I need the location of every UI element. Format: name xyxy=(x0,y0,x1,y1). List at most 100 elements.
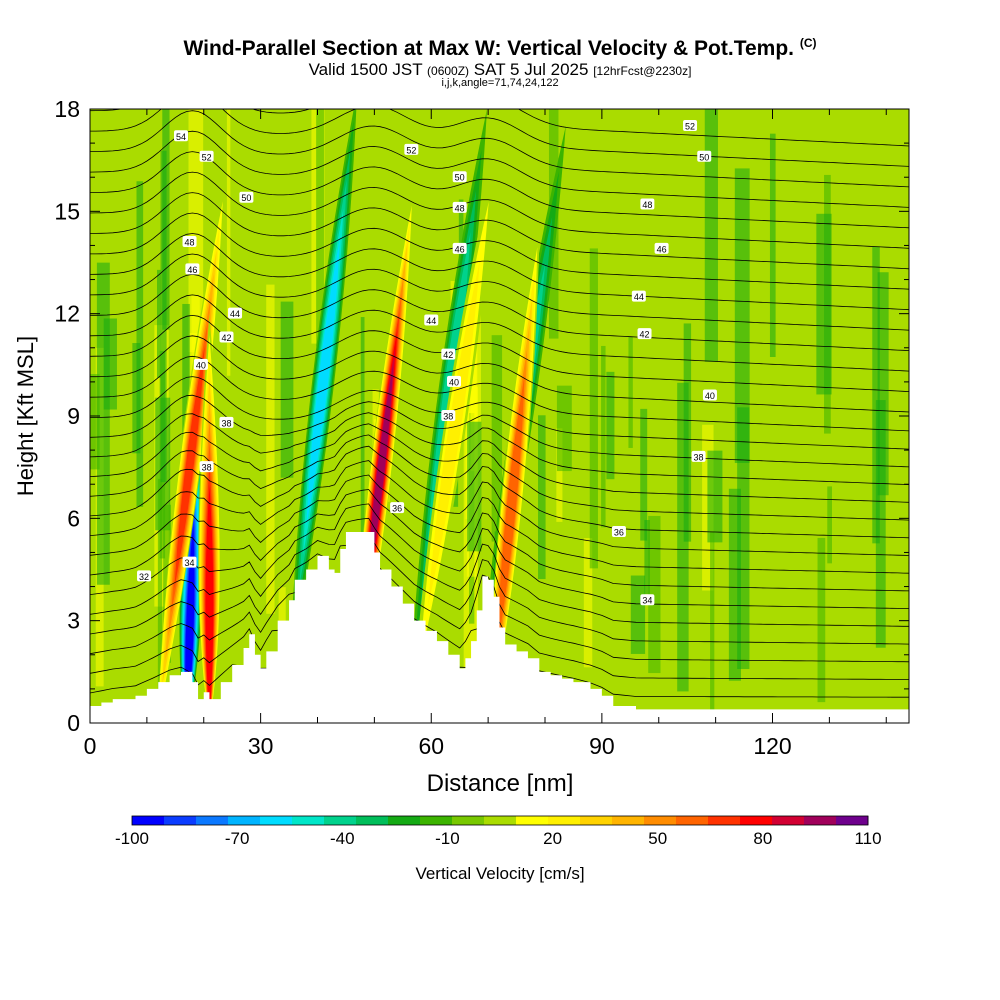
theta-contour-line xyxy=(90,355,909,432)
colorbar-tick-label: -10 xyxy=(435,829,460,848)
velocity-streak xyxy=(556,428,563,522)
x-tick-label: 0 xyxy=(84,733,97,759)
theta-contour-line xyxy=(90,423,909,503)
valid-time-prefix: Valid 1500 JST xyxy=(308,60,423,79)
velocity-streak xyxy=(491,335,503,542)
theta-label: 46 xyxy=(185,263,200,275)
theta-label-text: 52 xyxy=(406,145,416,155)
theta-contour-line xyxy=(90,192,909,270)
y-axis-label: Height [Kft MSL] xyxy=(13,336,38,496)
colorbar-swatch xyxy=(324,816,357,825)
theta-label-text: 38 xyxy=(202,463,212,473)
theta-label-text: 34 xyxy=(642,596,652,606)
theta-contour-line xyxy=(90,445,909,539)
velocity-streak xyxy=(827,486,832,564)
theta-label: 40 xyxy=(702,389,717,401)
theta-label-text: 54 xyxy=(176,132,186,142)
theta-contour-line xyxy=(90,376,909,450)
theta-label-text: 44 xyxy=(634,292,644,302)
terrain-mask xyxy=(90,531,909,723)
colorbar-swatch xyxy=(484,816,517,825)
velocity-streak xyxy=(769,133,776,358)
theta-label: 36 xyxy=(611,525,626,537)
colorbar-tick-label: 110 xyxy=(854,829,881,848)
velocity-streak xyxy=(316,109,324,347)
velocity-streak xyxy=(817,537,826,703)
colorbar-swatch xyxy=(164,816,197,825)
colorbar-swatch xyxy=(196,816,229,825)
colorbar-swatch xyxy=(292,816,325,825)
velocity-streak xyxy=(683,323,692,542)
velocity-streak xyxy=(877,272,889,496)
velocity-streak xyxy=(188,109,204,352)
theta-contour-line xyxy=(90,253,909,331)
theta-contour-line xyxy=(90,109,909,167)
velocity-streak xyxy=(628,336,633,448)
velocity-streak xyxy=(103,318,117,410)
x-axis: 0 30 60 90 120 xyxy=(84,109,887,759)
theta-label-text: 36 xyxy=(614,527,624,537)
theta-label-text: 52 xyxy=(685,122,695,132)
theta-contour-line xyxy=(90,294,909,372)
colorbar-tick-label: -70 xyxy=(225,829,250,848)
theta-contour-line xyxy=(90,503,909,609)
x-tick-label: 30 xyxy=(248,733,274,759)
theta-label-text: 38 xyxy=(694,452,704,462)
terrain xyxy=(90,531,909,723)
x-tick-label: 60 xyxy=(418,733,444,759)
velocity-streak xyxy=(704,109,718,362)
theta-contour-line xyxy=(90,109,909,147)
velocity-streak xyxy=(538,415,546,580)
theta-contour-line xyxy=(90,110,909,188)
velocity-streak xyxy=(583,538,593,668)
y-tick-label: 18 xyxy=(54,96,80,122)
theta-label-text: 46 xyxy=(187,265,197,275)
colorbar-swatch xyxy=(580,816,613,825)
theta-label: 44 xyxy=(631,290,646,302)
theta-label: 46 xyxy=(452,242,467,254)
velocity-streak xyxy=(872,246,880,544)
colorbar-swatch xyxy=(388,816,421,825)
theta-label-text: 40 xyxy=(705,391,715,401)
theta-label: 44 xyxy=(424,314,439,326)
theta-contour-line xyxy=(90,273,909,351)
colorbar-swatch xyxy=(676,816,709,825)
theta-label: 38 xyxy=(691,450,706,462)
theta-contour-line xyxy=(90,233,909,311)
updraft-core xyxy=(174,345,205,589)
copyright-mark: (C) xyxy=(799,36,817,50)
valid-time-date: SAT 5 Jul 2025 xyxy=(473,60,589,79)
y-tick-label: 9 xyxy=(67,403,80,429)
theta-label: 48 xyxy=(452,201,467,213)
theta-contour-line xyxy=(90,130,909,208)
theta-label-text: 42 xyxy=(640,330,650,340)
colorbar-swatch xyxy=(548,816,581,825)
velocity-streak xyxy=(467,421,482,552)
theta-label: 32 xyxy=(137,570,152,582)
theta-label-text: 40 xyxy=(196,360,206,370)
theta-label-text: 42 xyxy=(443,350,453,360)
theta-contour-line xyxy=(90,664,909,698)
theta-label-text: 38 xyxy=(443,412,453,422)
theta-contour-line xyxy=(90,151,909,229)
theta-label: 36 xyxy=(390,502,405,514)
theta-contour-line xyxy=(90,212,909,290)
velocity-streak xyxy=(589,248,598,569)
theta-label: 52 xyxy=(404,143,419,155)
theta-label: 44 xyxy=(228,307,243,319)
theta-contour-labels: 54 52 50 48 46 44 42 40 38 38 32 34 52 50 48 46 44 42 40 38… xyxy=(137,120,717,606)
colorbar-swatch xyxy=(420,816,453,825)
theta-contour-line xyxy=(90,412,909,485)
y-tick-label: 0 xyxy=(67,710,80,736)
velocity-streak xyxy=(470,285,478,472)
velocity-streak xyxy=(816,213,832,395)
colorbar-swatch xyxy=(612,816,645,825)
chart-title-text: Wind-Parallel Section at Max W: Vertical… xyxy=(183,37,794,60)
velocity-streak xyxy=(156,269,161,378)
colorbar: -100 -70 -40 -10 20 50 80 110 xyxy=(115,815,882,848)
velocity-streak xyxy=(875,400,886,648)
theta-label-text: 48 xyxy=(185,238,195,248)
velocity-streak xyxy=(677,382,689,692)
colorbar-tick-label: -40 xyxy=(330,829,355,848)
colorbar-swatch xyxy=(516,816,549,825)
